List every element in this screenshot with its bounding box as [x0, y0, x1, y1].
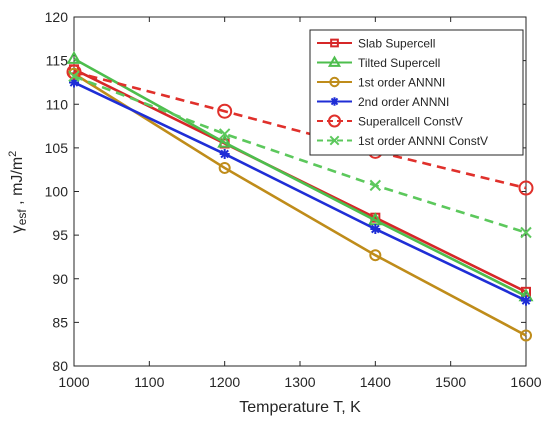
data-point [521, 295, 531, 306]
data-point [369, 179, 382, 192]
data-point [518, 180, 534, 196]
series-line [73, 75, 527, 234]
x-tick-label: 1600 [510, 374, 541, 390]
legend-label: 1st order ANNNI ConstV [358, 134, 488, 148]
x-tick-label: 1100 [134, 374, 164, 390]
x-tick-label: 1500 [435, 374, 466, 390]
x-tick-label: 1300 [284, 374, 315, 390]
data-point [520, 329, 532, 342]
x-axis: 1000 1100 1200 1300 1400 1500 1600 [58, 17, 542, 390]
x-tick-label: 1000 [58, 374, 89, 390]
legend-entry: Slab Supercell [317, 37, 435, 51]
legend-marker [327, 55, 342, 67]
series-line [73, 57, 527, 298]
legend-box [309, 29, 524, 156]
y-tick-label: 100 [45, 184, 69, 200]
data-point [68, 70, 80, 83]
legend-label: Superallcell ConstV [358, 115, 463, 129]
data-point [370, 224, 381, 235]
legend-marker [329, 76, 340, 88]
series-2nd-order-annni [69, 77, 531, 306]
data-point [66, 50, 82, 64]
series-1st-order-annni [68, 67, 532, 342]
legend-entry: Tilted Supercell [317, 55, 440, 70]
data-point [217, 134, 233, 148]
series-line [73, 72, 527, 337]
data-point [219, 148, 230, 159]
legend-label: 2nd order ANNNI [358, 95, 449, 109]
series-1st-order-annni-constv [68, 70, 532, 239]
y-tick-label: 115 [46, 53, 69, 69]
x-tick-label: 1200 [209, 374, 240, 390]
legend: Slab Supercell Tilted Supercell 1st order … [309, 29, 524, 156]
data-point [520, 226, 532, 239]
legend-marker [330, 97, 339, 106]
data-point [369, 249, 382, 262]
y-tick-label: 110 [46, 96, 69, 112]
data-point [69, 77, 79, 88]
data-point [218, 128, 231, 140]
series-layer [66, 50, 534, 342]
legend-marker [330, 38, 339, 48]
y-tick-label: 105 [45, 140, 69, 156]
legend-label: 1st order ANNNI [358, 76, 445, 90]
y-tick-label: 85 [52, 314, 68, 330]
data-point [66, 64, 82, 80]
data-point [217, 103, 233, 119]
y-tick-label: 90 [52, 271, 68, 287]
y-axis-label: γesf , mJ/m2 [7, 151, 29, 234]
series-line [73, 70, 527, 190]
data-point [218, 161, 231, 174]
y-axis-label-symbol: γ [9, 225, 26, 233]
y-tick-label: 80 [52, 358, 68, 374]
series-line [73, 81, 527, 302]
legend-entry: 1st order ANNNI [317, 76, 445, 90]
y-tick-label: 95 [52, 227, 68, 243]
legend-label: Tilted Supercell [358, 56, 440, 70]
legend-entry: Superallcell ConstV [317, 114, 463, 129]
y-axis-label-subscript: esf [15, 209, 29, 226]
y-axis: 80 85 90 95 100 105 110 115 120 [45, 9, 526, 374]
legend-marker [328, 114, 341, 128]
x-axis-label: Temperature T, K [239, 399, 361, 416]
legend-entry: 1st order ANNNI ConstV [317, 134, 488, 148]
y-tick-label: 120 [45, 9, 69, 25]
x-tick-label: 1400 [360, 374, 391, 390]
legend-label: Slab Supercell [358, 37, 435, 51]
legend-entry: 2nd order ANNNI [317, 95, 449, 109]
y-axis-label-rest: , mJ/m [9, 157, 26, 209]
y-axis-label-superscript: 2 [7, 151, 19, 157]
legend-marker [329, 135, 340, 146]
